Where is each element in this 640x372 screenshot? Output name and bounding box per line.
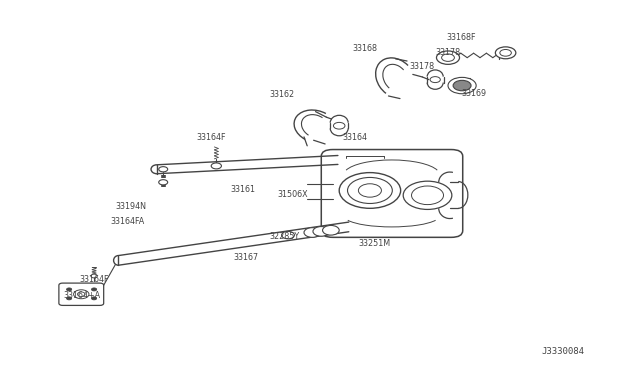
Circle shape bbox=[92, 288, 97, 291]
Circle shape bbox=[67, 297, 72, 300]
Circle shape bbox=[211, 163, 221, 169]
FancyBboxPatch shape bbox=[321, 150, 463, 237]
Circle shape bbox=[436, 51, 460, 64]
Text: 33194N: 33194N bbox=[116, 202, 147, 211]
Circle shape bbox=[453, 80, 471, 91]
Circle shape bbox=[500, 49, 511, 56]
Text: 33169: 33169 bbox=[461, 89, 486, 97]
Text: J3330084: J3330084 bbox=[541, 347, 585, 356]
Circle shape bbox=[91, 274, 97, 278]
Text: 33167: 33167 bbox=[234, 253, 259, 262]
Circle shape bbox=[282, 231, 294, 239]
Text: 33164+A: 33164+A bbox=[63, 291, 100, 300]
Circle shape bbox=[323, 225, 339, 235]
Circle shape bbox=[159, 180, 168, 185]
Circle shape bbox=[348, 177, 392, 203]
Circle shape bbox=[430, 77, 440, 83]
Circle shape bbox=[304, 228, 321, 237]
Text: 33162: 33162 bbox=[269, 90, 294, 99]
Text: 33164FA: 33164FA bbox=[111, 217, 145, 226]
Circle shape bbox=[403, 181, 452, 209]
Text: 32285Y: 32285Y bbox=[269, 232, 300, 241]
Text: 33164F: 33164F bbox=[79, 275, 109, 284]
Text: 33178: 33178 bbox=[435, 48, 461, 57]
Circle shape bbox=[67, 288, 72, 291]
Circle shape bbox=[92, 297, 97, 300]
Text: 33168: 33168 bbox=[352, 44, 378, 53]
Text: 33164F: 33164F bbox=[196, 133, 226, 142]
Text: 33168F: 33168F bbox=[446, 33, 476, 42]
Circle shape bbox=[159, 167, 168, 172]
Circle shape bbox=[339, 173, 401, 208]
Text: 33161: 33161 bbox=[230, 185, 256, 194]
Circle shape bbox=[74, 290, 89, 299]
Circle shape bbox=[77, 292, 85, 296]
Text: 33251M: 33251M bbox=[358, 239, 390, 248]
Text: 31506X: 31506X bbox=[278, 190, 308, 199]
Circle shape bbox=[358, 184, 381, 197]
Circle shape bbox=[333, 122, 345, 129]
Text: 33178: 33178 bbox=[410, 62, 435, 71]
Circle shape bbox=[448, 77, 476, 94]
Circle shape bbox=[412, 186, 444, 205]
Text: 33164: 33164 bbox=[342, 133, 368, 142]
Circle shape bbox=[442, 54, 454, 61]
Circle shape bbox=[313, 227, 330, 236]
Circle shape bbox=[495, 47, 516, 59]
FancyBboxPatch shape bbox=[59, 283, 104, 305]
